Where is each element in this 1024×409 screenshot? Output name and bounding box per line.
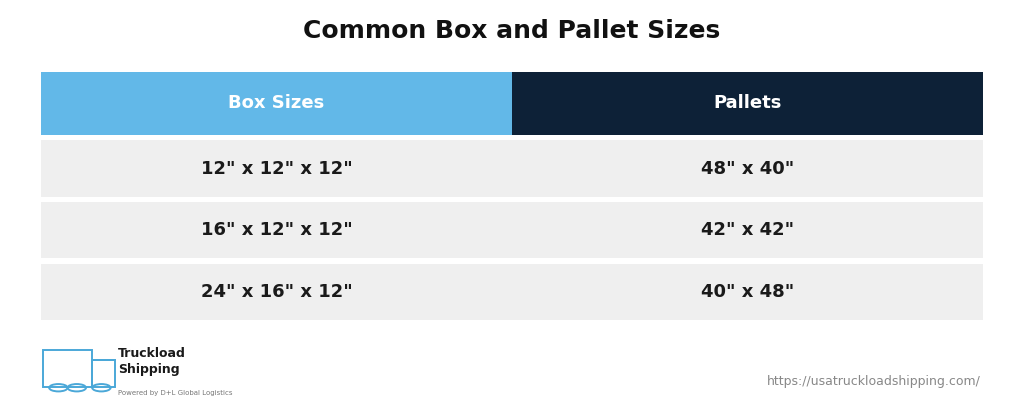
Text: 24" x 16" x 12": 24" x 16" x 12" xyxy=(201,283,352,301)
Text: 12" x 12" x 12": 12" x 12" x 12" xyxy=(201,160,352,178)
FancyBboxPatch shape xyxy=(41,202,512,258)
FancyBboxPatch shape xyxy=(512,202,983,258)
Text: Truckload
Shipping: Truckload Shipping xyxy=(118,348,185,376)
Text: 16" x 12" x 12": 16" x 12" x 12" xyxy=(201,221,352,239)
Text: https://usatruckloadshipping.com/: https://usatruckloadshipping.com/ xyxy=(767,375,981,388)
Text: 40" x 48": 40" x 48" xyxy=(700,283,795,301)
Text: Pallets: Pallets xyxy=(714,94,781,112)
FancyBboxPatch shape xyxy=(512,264,983,320)
FancyBboxPatch shape xyxy=(512,72,983,135)
Text: Box Sizes: Box Sizes xyxy=(228,94,325,112)
FancyBboxPatch shape xyxy=(512,140,983,197)
Text: Common Box and Pallet Sizes: Common Box and Pallet Sizes xyxy=(303,19,721,43)
Text: 48" x 40": 48" x 40" xyxy=(700,160,795,178)
FancyBboxPatch shape xyxy=(41,140,512,197)
FancyBboxPatch shape xyxy=(41,72,512,135)
Text: Powered by D+L Global Logistics: Powered by D+L Global Logistics xyxy=(118,391,232,396)
Text: 42" x 42": 42" x 42" xyxy=(701,221,794,239)
FancyBboxPatch shape xyxy=(41,264,512,320)
